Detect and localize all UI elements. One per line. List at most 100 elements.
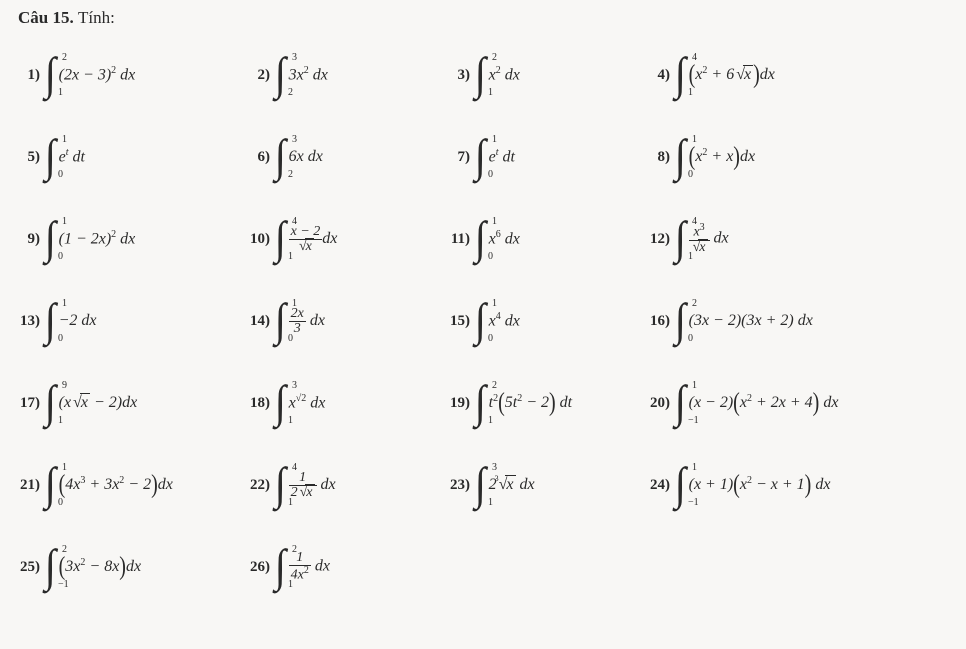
problem-cell: 14)∫102x3 dx xyxy=(248,280,448,362)
problem-number: 18) xyxy=(248,395,270,412)
integral-expr: ∫10(4x3 + 3x2 − 2)dx xyxy=(44,466,173,504)
upper-limit: 4 xyxy=(292,216,297,227)
upper-limit: 2 xyxy=(292,544,297,555)
problem-cell: 2)∫323x2 dx xyxy=(248,34,448,116)
integral-expr: ∫10et dt xyxy=(474,138,515,176)
integral-icon: ∫21 xyxy=(474,56,487,94)
problem-cell: 1)∫21(2x − 3)2 dx xyxy=(18,34,248,116)
integral-icon: ∫10 xyxy=(674,138,687,176)
integral-icon: ∫10 xyxy=(474,302,487,340)
integral-icon: ∫1−1 xyxy=(674,466,687,504)
integrand: 2x3 dx xyxy=(289,307,325,336)
problem-number: 12) xyxy=(648,231,670,248)
integral-icon: ∫21 xyxy=(44,56,57,94)
problem-number: 1) xyxy=(18,67,40,84)
problem-cell: 19)∫21t2(5t2 − 2) dt xyxy=(448,362,648,444)
lower-limit: 0 xyxy=(488,251,493,262)
integral-expr: ∫91(xx − 2)dx xyxy=(44,384,137,422)
lower-limit: −1 xyxy=(688,497,699,508)
problem-number: 4) xyxy=(648,67,670,84)
lower-limit: 1 xyxy=(288,579,293,590)
integral-icon: ∫10 xyxy=(44,302,57,340)
integrand: x√2 dx xyxy=(289,393,326,412)
problem-number: 26) xyxy=(248,559,270,576)
integrand: (3x − 2)(3x + 2) dx xyxy=(689,312,813,330)
integral-expr: ∫1−1(x − 2)(x2 + 2x + 4) dx xyxy=(674,384,838,422)
upper-limit: 2 xyxy=(692,298,697,309)
problem-number: 10) xyxy=(248,231,270,248)
problem-number: 8) xyxy=(648,149,670,166)
problem-cell: 25)∫2−1(3x2 − 8x)dx xyxy=(18,526,248,608)
upper-limit: 3 xyxy=(292,134,297,145)
problem-number: 20) xyxy=(648,395,670,412)
problem-cell: 8)∫10(x2 + x)dx xyxy=(648,116,948,198)
upper-limit: 2 xyxy=(62,52,67,63)
problem-number: 13) xyxy=(18,313,40,330)
problem-cell: 11)∫10x6 dx xyxy=(448,198,648,280)
problem-number: 7) xyxy=(448,149,470,166)
integrand: x3x dx xyxy=(689,223,729,255)
integrand: (x − 2)(x2 + 2x + 4) dx xyxy=(689,392,839,415)
problem-cell: 4)∫41(x2 + 6x)dx xyxy=(648,34,948,116)
integrand: (x + 1)(x2 − x + 1) dx xyxy=(689,474,831,497)
lower-limit: 0 xyxy=(288,333,293,344)
problem-cell: 23)∫3123x dx xyxy=(448,444,648,526)
upper-limit: 1 xyxy=(292,298,297,309)
integral-expr: ∫10x4 dx xyxy=(474,302,520,340)
upper-limit: 1 xyxy=(492,298,497,309)
problem-number: 5) xyxy=(18,149,40,166)
integrand: et dt xyxy=(489,147,515,166)
integral-expr: ∫102x3 dx xyxy=(274,302,325,340)
integrand: (4x3 + 3x2 − 2)dx xyxy=(59,474,173,497)
integrand: 23x dx xyxy=(489,476,535,494)
upper-limit: 3 xyxy=(292,380,297,391)
integral-icon: ∫20 xyxy=(674,302,687,340)
integrand: x6 dx xyxy=(489,229,520,248)
upper-limit: 1 xyxy=(692,380,697,391)
integral-expr: ∫10et dt xyxy=(44,138,85,176)
integrand: (1 − 2x)2 dx xyxy=(59,229,136,248)
lower-limit: 0 xyxy=(58,333,63,344)
problem-number: 14) xyxy=(248,313,270,330)
integrand: (x2 + x)dx xyxy=(689,146,755,169)
integral-expr: ∫41x − 2xdx xyxy=(274,220,337,258)
problem-number: 24) xyxy=(648,477,670,494)
integral-expr: ∫41(x2 + 6x)dx xyxy=(674,56,775,94)
integrand: x2 dx xyxy=(489,65,520,84)
integral-icon: ∫41 xyxy=(274,466,287,504)
problem-number: 2) xyxy=(248,67,270,84)
upper-limit: 3 xyxy=(492,462,497,473)
lower-limit: 1 xyxy=(288,415,293,426)
problem-number: 19) xyxy=(448,395,470,412)
problem-cell: 12)∫41x3x dx xyxy=(648,198,948,280)
problem-number: 21) xyxy=(18,477,40,494)
integral-icon: ∫41 xyxy=(674,56,687,94)
upper-limit: 2 xyxy=(492,380,497,391)
problem-number: 23) xyxy=(448,477,470,494)
problem-number: 6) xyxy=(248,149,270,166)
problem-cell: 10)∫41x − 2xdx xyxy=(248,198,448,280)
integral-icon: ∫10 xyxy=(44,466,57,504)
lower-limit: 1 xyxy=(58,415,63,426)
problem-cell: 9)∫10(1 − 2x)2 dx xyxy=(18,198,248,280)
integrand: 14x2 dx xyxy=(289,551,330,583)
upper-limit: 9 xyxy=(62,380,67,391)
integral-icon: ∫21 xyxy=(474,384,487,422)
integral-icon: ∫2−1 xyxy=(44,548,57,586)
integral-expr: ∫21x2 dx xyxy=(474,56,520,94)
integral-icon: ∫41 xyxy=(274,220,287,258)
lower-limit: 1 xyxy=(488,415,493,426)
integrand: 3x2 dx xyxy=(289,65,328,84)
integral-icon: ∫32 xyxy=(274,138,287,176)
upper-limit: 1 xyxy=(692,462,697,473)
lower-limit: −1 xyxy=(688,415,699,426)
integral-icon: ∫1−1 xyxy=(674,384,687,422)
lower-limit: 0 xyxy=(58,169,63,180)
integrand: (xx − 2)dx xyxy=(59,394,138,412)
problem-number: 17) xyxy=(18,395,40,412)
integral-expr: ∫3123x dx xyxy=(474,466,535,504)
integral-expr: ∫10(x2 + x)dx xyxy=(674,138,755,176)
problem-cell: 3)∫21x2 dx xyxy=(448,34,648,116)
upper-limit: 1 xyxy=(492,134,497,145)
integral-icon: ∫10 xyxy=(474,138,487,176)
